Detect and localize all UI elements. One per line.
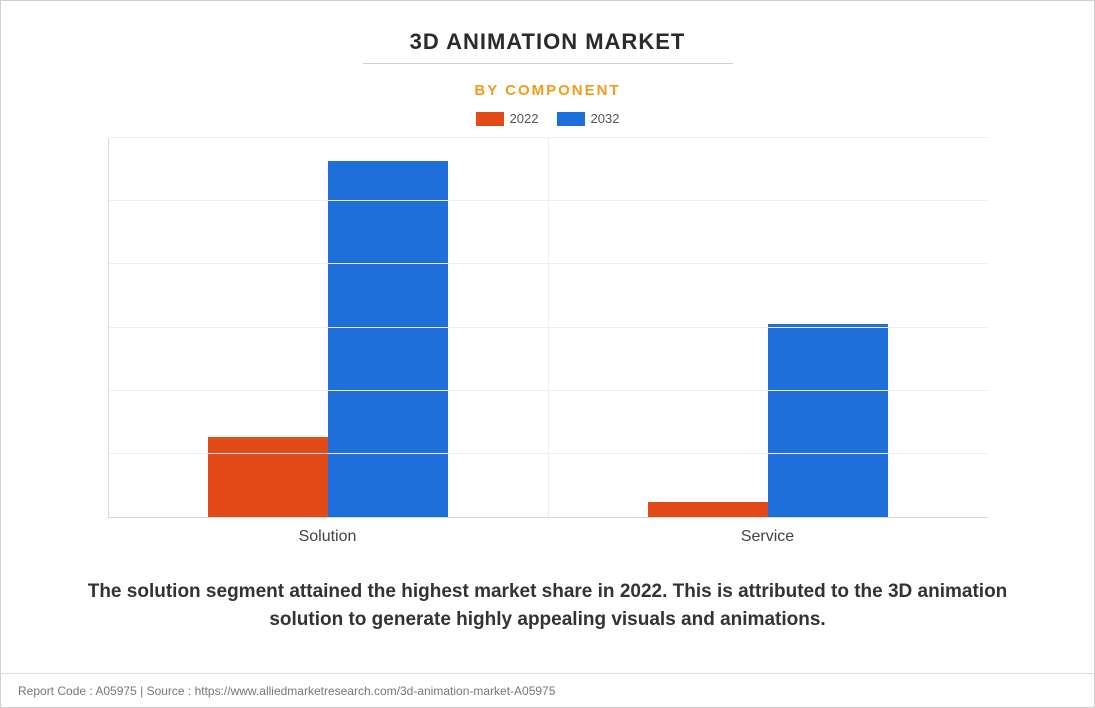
bar-solution-2032	[328, 161, 448, 517]
legend-swatch-2032	[557, 112, 585, 126]
group-service	[548, 138, 988, 517]
gridline	[109, 137, 988, 138]
title-underline	[363, 63, 733, 64]
gridline	[109, 390, 988, 391]
chart-subtitle: BY COMPONENT	[474, 82, 620, 99]
legend-item-2032: 2032	[557, 111, 620, 126]
legend-label-2022: 2022	[510, 111, 539, 126]
bar-solution-2022	[208, 437, 328, 517]
chart-caption: The solution segment attained the highes…	[58, 578, 1038, 633]
gridline	[109, 200, 988, 201]
chart-title: 3D ANIMATION MARKET	[410, 29, 686, 55]
plot-area	[108, 138, 988, 518]
gridline	[109, 263, 988, 264]
chart-container: 3D ANIMATION MARKET BY COMPONENT 2022 20…	[0, 0, 1095, 708]
legend: 2022 2032	[476, 111, 620, 126]
x-axis-labels: Solution Service	[108, 528, 988, 546]
footer-report-code: Report Code : A05975	[18, 684, 137, 698]
bar-service-2032	[768, 324, 888, 517]
footer-source: Source : https://www.alliedmarketresearc…	[147, 684, 556, 698]
legend-swatch-2022	[476, 112, 504, 126]
gridline	[109, 327, 988, 328]
group-solution	[109, 138, 549, 517]
xlabel-solution: Solution	[108, 528, 548, 546]
footer: Report Code : A05975 | Source : https://…	[0, 673, 1095, 708]
legend-label-2032: 2032	[591, 111, 620, 126]
gridline	[109, 453, 988, 454]
xlabel-service: Service	[548, 528, 988, 546]
legend-item-2022: 2022	[476, 111, 539, 126]
chart-area: Solution Service	[108, 138, 988, 546]
bar-service-2022	[648, 502, 768, 517]
